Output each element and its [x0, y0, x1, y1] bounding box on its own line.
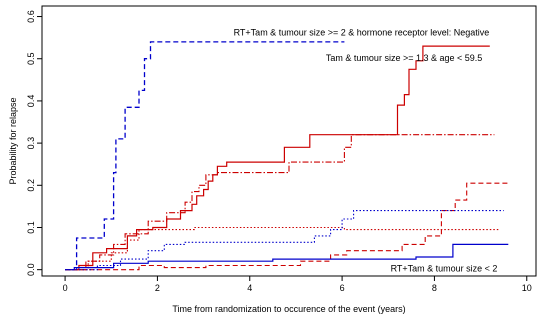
- series-line-7: [65, 243, 509, 271]
- x-tick-label: 10: [522, 283, 532, 293]
- x-tick-label: 6: [340, 283, 345, 293]
- y-tick-label: 0.0: [26, 263, 36, 276]
- series-line-4: [65, 226, 500, 271]
- x-tick-label: 2: [155, 283, 160, 293]
- axis-layer: 0 2 4 6 8 10 0.0 0.1 0.2 0.3 0.4 0.5 0.6: [26, 10, 532, 293]
- series-line-2: [65, 45, 490, 271]
- x-tick-label: 0: [63, 283, 68, 293]
- x-tick-label: 4: [247, 283, 252, 293]
- y-tick-label: 0.2: [26, 179, 36, 192]
- series-line-3: [65, 134, 495, 271]
- y-tick-label: 0.4: [26, 95, 36, 108]
- plot-frame: [41, 5, 537, 277]
- x-axis-title: Time from randomization to occurence of …: [172, 304, 405, 314]
- series-line-6: [65, 210, 504, 271]
- x-tick-label: 8: [432, 283, 437, 293]
- y-tick-label: 0.5: [26, 52, 36, 65]
- series-line-5: [65, 182, 509, 271]
- annotation-label-2: Tam & tumour size >= 1.3 & age < 59.5: [326, 53, 482, 63]
- series-line-1: [65, 41, 345, 271]
- y-tick-label: 0.1: [26, 221, 36, 234]
- annotation-label-3: RT+Tam & tumour size < 2: [391, 263, 498, 273]
- y-tick-label: 0.6: [26, 10, 36, 23]
- y-axis-title: Probability for relapse: [8, 97, 18, 184]
- series-layer: [65, 41, 509, 271]
- y-tick-label: 0.3: [26, 137, 36, 150]
- annotation-layer: RT+Tam & tumour size >= 2 & hormone rece…: [234, 28, 498, 274]
- annotation-label-1: RT+Tam & tumour size >= 2 & hormone rece…: [234, 28, 490, 38]
